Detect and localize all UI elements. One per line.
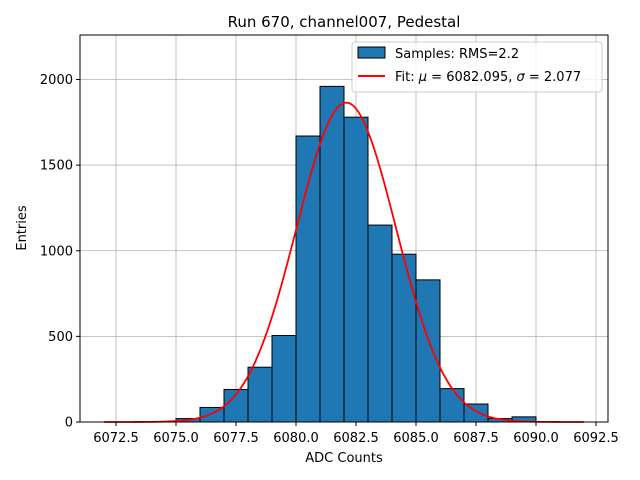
legend-histogram-swatch xyxy=(357,46,386,59)
histogram-bar xyxy=(391,253,417,423)
y-tick-label: 500 xyxy=(48,330,73,345)
x-tick-label: 6082.5 xyxy=(333,431,379,446)
x-tick-label: 6075.0 xyxy=(153,431,199,446)
y-tick-label: 1000 xyxy=(40,244,73,259)
histogram-bar xyxy=(319,85,345,423)
fit-curve xyxy=(104,101,584,423)
x-tick-label: 6085.0 xyxy=(393,431,439,446)
legend-fit-mu-symbol: μ xyxy=(418,70,427,85)
x-tick-label: 6092.5 xyxy=(573,431,619,446)
chart-title: Run 670, channel007, Pedestal xyxy=(228,13,461,31)
y-axis-label: Entries xyxy=(15,205,30,251)
legend-box xyxy=(351,41,603,93)
plot-frame xyxy=(79,34,609,423)
histogram-bar xyxy=(295,135,321,423)
fit-curve-group xyxy=(104,101,584,423)
y-tick-label: 2000 xyxy=(40,73,73,88)
x-tick-label: 6090.0 xyxy=(513,431,559,446)
histogram-bar xyxy=(247,366,273,423)
y-axis-ticks: 0 500 1000 1500 2000 xyxy=(40,73,80,431)
y-tick-label: 0 xyxy=(65,416,73,431)
x-axis-label: ADC Counts xyxy=(305,451,383,466)
histogram-bar xyxy=(343,116,369,423)
legend-fit-prefix: Fit: xyxy=(395,70,419,85)
legend-fit-mu-value: = 6082.095, xyxy=(427,70,516,85)
x-tick-label: 6080.0 xyxy=(273,431,319,446)
y-tick-label: 1500 xyxy=(40,159,73,174)
histogram-bars xyxy=(175,85,537,423)
x-tick-label: 6072.5 xyxy=(93,431,139,446)
legend-fit-sigma-symbol: σ xyxy=(517,70,526,85)
histogram-bar xyxy=(463,403,489,423)
x-tick-label: 6087.5 xyxy=(453,431,499,446)
legend-fit-label: Fit: μ = 6082.095, σ = 2.077 xyxy=(395,70,581,85)
legend-histogram-label: Samples: RMS=2.2 xyxy=(395,47,519,62)
histogram-bar xyxy=(367,224,393,423)
legend-fit-sigma-value: = 2.077 xyxy=(525,70,581,85)
legend: Samples: RMS=2.2 Fit: μ = 6082.095, σ = … xyxy=(351,41,603,93)
x-axis-ticks: 6072.5 6075.0 6077.5 6080.0 6082.5 6085.0 6087… xyxy=(93,422,619,446)
histogram-bar xyxy=(415,279,441,423)
x-tick-label: 6077.5 xyxy=(213,431,259,446)
histogram-bar xyxy=(439,388,465,423)
histogram-bar xyxy=(271,335,297,423)
